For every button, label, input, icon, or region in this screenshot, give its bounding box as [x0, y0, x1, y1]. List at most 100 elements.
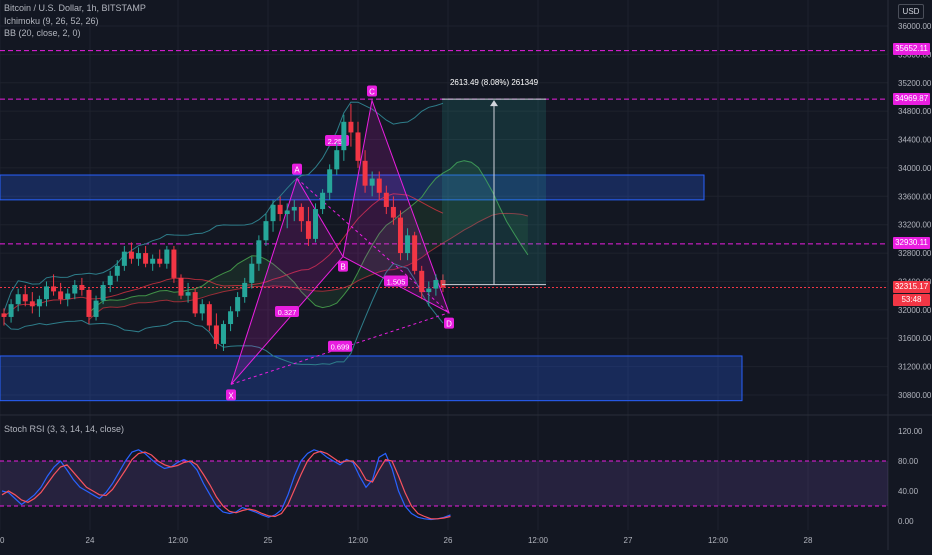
- time-tick-label: 25: [264, 536, 273, 545]
- price-tick-label: 34000.00: [898, 164, 932, 173]
- candle-body: [305, 221, 311, 239]
- bb-legend[interactable]: BB (20, close, 2, 0): [4, 28, 81, 38]
- demand-zone: [0, 355, 743, 402]
- stoch-k-line: [1, 449, 451, 521]
- price-tick-label: 35200.00: [898, 79, 932, 88]
- stoch-d-line: [1, 450, 451, 520]
- candle-body: [249, 263, 255, 283]
- candle-body: [348, 121, 354, 133]
- price-range-measure[interactable]: 2613.49 (8.08%) 261349: [442, 78, 546, 286]
- price-tick-label: 34800.00: [898, 107, 932, 116]
- candle-body: [65, 293, 71, 300]
- pattern-point-x-badge: [226, 389, 236, 401]
- ratio-badge: [275, 305, 299, 317]
- rsi-band-fill: [0, 461, 888, 506]
- candle-body: [362, 160, 368, 186]
- candle-body: [277, 204, 283, 215]
- candle-body: [426, 288, 432, 293]
- bb-upper: [3, 101, 444, 312]
- demand-supply-zones: [0, 174, 743, 402]
- time-tick-label: 26: [444, 536, 453, 545]
- ratio-badge: [328, 340, 352, 352]
- candle-body: [58, 291, 64, 300]
- candle-body: [185, 292, 191, 296]
- candle-body: [171, 249, 177, 278]
- candle-body: [355, 132, 361, 161]
- candle-body: [284, 210, 290, 215]
- candle-body: [51, 286, 57, 292]
- supply-zone: [0, 174, 705, 201]
- ratio-badge: [384, 275, 408, 287]
- candle-body: [320, 192, 326, 210]
- stoch-rsi-legend[interactable]: Stoch RSI (3, 3, 14, 14, close): [4, 424, 125, 434]
- ichimoku-legend[interactable]: Ichimoku (9, 26, 52, 26): [4, 16, 99, 26]
- ratio-label: 2.254: [328, 137, 347, 146]
- pattern-point-a: A: [294, 166, 300, 175]
- price-tick-label: 30800.00: [898, 391, 932, 400]
- candle-body: [412, 235, 418, 271]
- candle-body: [29, 301, 35, 307]
- candle-body: [242, 282, 248, 298]
- candlestick-series: [1, 104, 446, 352]
- candle-body: [8, 304, 14, 317]
- candle-body: [79, 285, 85, 290]
- candle-body: [298, 206, 304, 222]
- candle-body: [334, 150, 340, 170]
- candle-body: [128, 251, 134, 259]
- candle-body: [235, 297, 241, 312]
- candle-body: [22, 294, 28, 302]
- price-tick-label: 33600.00: [898, 192, 932, 201]
- candle-body: [369, 178, 375, 186]
- symbol-title[interactable]: Bitcoin / U.S. Dollar, 1h, BITSTAMP: [4, 3, 146, 13]
- candle-body: [36, 299, 42, 307]
- ratio-label: 1.505: [387, 277, 406, 286]
- senkou-b: [88, 212, 529, 321]
- candle-body: [440, 280, 446, 288]
- candle-body: [270, 204, 276, 222]
- ratio-label: 0.327: [278, 308, 297, 317]
- stoch-rsi-pane: [0, 449, 888, 521]
- price-tick-label: 33200.00: [898, 221, 932, 230]
- candle-body: [100, 285, 106, 301]
- bb-basis: [3, 193, 444, 318]
- time-tick-label: 12:00: [348, 536, 369, 545]
- candle-body: [256, 240, 262, 264]
- time-tick-label: 12:00: [708, 536, 729, 545]
- last-price-tag: 32315.17: [893, 281, 930, 293]
- candle-body: [136, 253, 142, 259]
- candle-body: [93, 300, 99, 317]
- price-tick-label: 32800.00: [898, 249, 932, 258]
- time-tick-label: 00: [0, 536, 5, 545]
- candle-body: [383, 192, 389, 207]
- level-tag-top: 34969.87: [893, 93, 930, 105]
- time-tick-label: 12:00: [528, 536, 549, 545]
- candle-body: [220, 324, 226, 344]
- countdown-tag: 53:48: [893, 294, 930, 306]
- candle-body: [86, 289, 92, 317]
- rsi-tick-label: 0.00: [898, 517, 914, 526]
- price-tick-label: 36000.00: [898, 22, 932, 31]
- candle-body: [107, 275, 113, 286]
- candle-body: [213, 325, 219, 344]
- rsi-tick-label: 120.00: [898, 427, 923, 436]
- level-tag-high: 35652.11: [893, 43, 930, 55]
- pattern-point-a-badge: [292, 163, 302, 175]
- candle-body: [376, 178, 382, 193]
- measure-arrowhead: [490, 100, 498, 107]
- level-tag-mid: 32930.11: [893, 237, 930, 249]
- candle-body: [1, 313, 7, 317]
- candle-body: [397, 217, 403, 254]
- time-tick-label: 28: [804, 536, 813, 545]
- currency-button[interactable]: USD: [898, 4, 924, 19]
- candle-body: [192, 292, 198, 314]
- candle-body: [150, 258, 156, 264]
- candle-body: [341, 121, 347, 151]
- price-tick-label: 34400.00: [898, 136, 932, 145]
- candle-body: [327, 169, 333, 193]
- ratio-label: 0.699: [331, 343, 350, 352]
- candle-body: [164, 249, 170, 264]
- time-tick-label: 27: [624, 536, 633, 545]
- senkou-a: [88, 160, 529, 314]
